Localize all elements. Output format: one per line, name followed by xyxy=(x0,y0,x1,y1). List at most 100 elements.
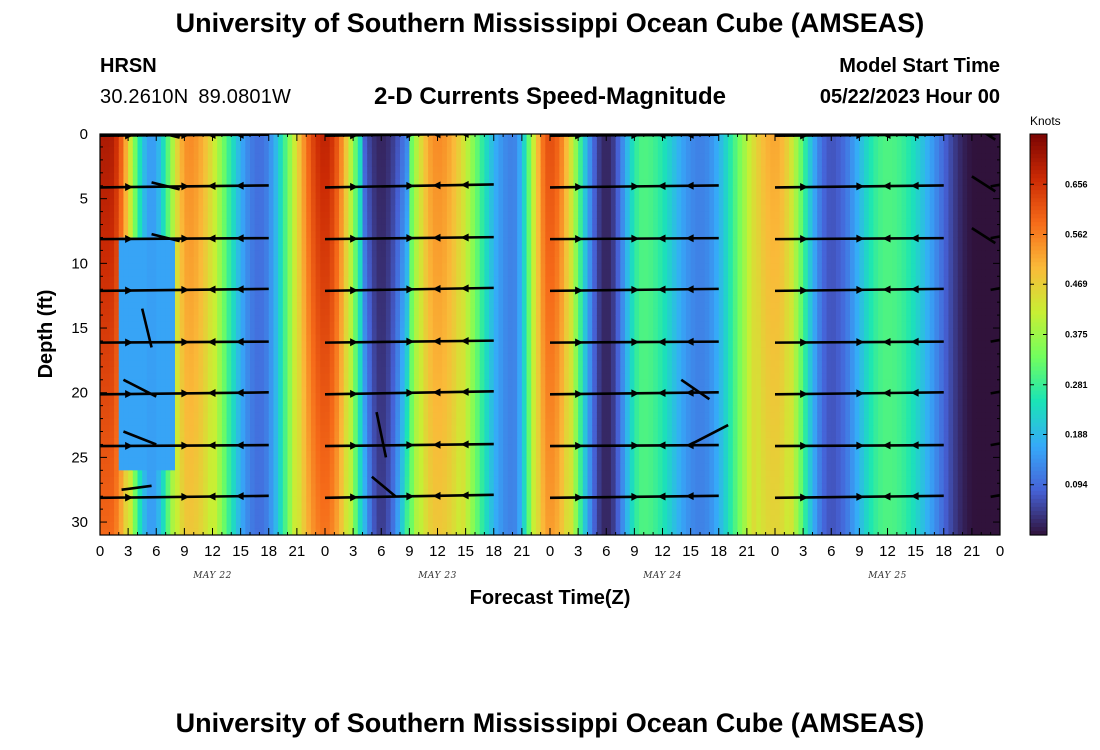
heatmap-cell xyxy=(137,470,143,478)
heatmap-cell xyxy=(320,437,326,446)
heatmap-cell xyxy=(245,463,251,471)
heatmap-cell xyxy=(348,153,354,161)
heatmap-cell xyxy=(339,476,345,484)
heatmap-cell xyxy=(367,282,373,290)
heatmap-cell xyxy=(259,457,265,465)
heatmap-cell xyxy=(137,405,143,413)
heatmap-cell xyxy=(151,315,157,323)
heatmap-cell xyxy=(437,192,443,200)
heatmap-cell xyxy=(268,522,275,530)
heatmap-cell xyxy=(390,509,396,517)
heatmap-cell xyxy=(376,386,382,394)
heatmap-cell xyxy=(437,405,443,413)
heatmap-cell xyxy=(235,308,242,316)
heatmap-cell xyxy=(339,450,345,458)
heatmap-cell xyxy=(329,224,335,232)
heatmap-cell xyxy=(339,146,345,155)
heatmap-cell xyxy=(128,399,134,407)
heatmap-cell xyxy=(118,256,125,264)
heatmap-cell xyxy=(395,470,401,478)
heatmap-cell xyxy=(357,476,364,484)
heatmap-cell xyxy=(357,159,364,167)
heatmap-cell xyxy=(432,321,439,329)
heatmap-cell xyxy=(310,192,317,200)
heatmap-cell xyxy=(456,502,462,510)
heatmap-cell xyxy=(470,134,476,142)
heatmap-cell xyxy=(292,172,298,180)
heatmap-cell xyxy=(371,470,378,478)
heatmap-cell xyxy=(409,347,415,355)
heatmap-cell xyxy=(245,509,251,517)
heatmap-cell xyxy=(250,373,256,381)
heatmap-cell xyxy=(165,437,171,446)
heatmap-cell xyxy=(198,256,204,264)
heatmap-cell xyxy=(151,515,157,523)
station-id: HRSN xyxy=(100,55,157,77)
heatmap-cell xyxy=(250,224,256,232)
heatmap-cell xyxy=(273,463,279,471)
heatmap-cell xyxy=(339,412,345,420)
heatmap-cell xyxy=(282,379,289,387)
heatmap-cell xyxy=(142,276,148,284)
heatmap-cell xyxy=(273,243,279,252)
heatmap-cell xyxy=(451,483,457,491)
heatmap-cell xyxy=(100,166,106,174)
heatmap-cell xyxy=(165,302,171,310)
heatmap-cell xyxy=(123,256,129,264)
heatmap-cell xyxy=(460,153,467,161)
heatmap-cell xyxy=(123,308,129,316)
heatmap-cell xyxy=(207,179,214,187)
heatmap-cell xyxy=(470,489,476,497)
heatmap-cell xyxy=(109,315,115,323)
heatmap-cell xyxy=(395,224,401,232)
heatmap-cell xyxy=(132,340,139,349)
heatmap-cell xyxy=(446,360,453,368)
heatmap-cell xyxy=(343,153,350,161)
heatmap-cell xyxy=(278,237,284,245)
heatmap-cell xyxy=(418,302,425,310)
heatmap-cell xyxy=(432,418,439,426)
heatmap-cell xyxy=(357,489,364,497)
heatmap-cell xyxy=(160,159,167,167)
heatmap-cell xyxy=(207,185,214,193)
heatmap-cell xyxy=(414,463,420,471)
heatmap-cell xyxy=(437,373,443,381)
heatmap-cell xyxy=(151,243,157,252)
heatmap-cell xyxy=(432,444,439,452)
heatmap-cell xyxy=(385,289,392,297)
heatmap-cell xyxy=(362,483,368,491)
heatmap-cell xyxy=(231,489,237,497)
heatmap-cell xyxy=(240,528,246,535)
heatmap-cell xyxy=(404,243,410,252)
heatmap-cell xyxy=(423,412,429,420)
heatmap-cell xyxy=(198,483,204,491)
heatmap-cell xyxy=(264,437,270,446)
heatmap-cell xyxy=(245,347,251,355)
heatmap-cell xyxy=(146,295,153,303)
heatmap-cell xyxy=(132,392,139,400)
heatmap-cell xyxy=(339,289,345,297)
heatmap-cell xyxy=(250,522,256,530)
heatmap-cell xyxy=(442,502,448,510)
heatmap-cell xyxy=(310,360,317,368)
heatmap-cell xyxy=(259,450,265,458)
heatmap-cell xyxy=(475,282,481,290)
heatmap-cell xyxy=(203,159,209,167)
heatmap-cell xyxy=(235,218,242,226)
heatmap-cell xyxy=(446,502,453,510)
heatmap-cell xyxy=(442,289,448,297)
heatmap-cell xyxy=(165,509,171,517)
heatmap-cell xyxy=(470,140,476,148)
heatmap-cell xyxy=(437,353,443,361)
heatmap-cell xyxy=(160,140,167,148)
heatmap-cell xyxy=(348,282,354,290)
heatmap-cell xyxy=(451,502,457,510)
heatmap-cell xyxy=(104,463,110,471)
heatmap-cell xyxy=(189,334,195,342)
heatmap-cell xyxy=(418,353,425,361)
heatmap-cell xyxy=(343,522,350,530)
heatmap-cell xyxy=(418,282,425,290)
heatmap-cell xyxy=(179,379,185,387)
heatmap-cell xyxy=(400,211,406,219)
heatmap-cell xyxy=(100,282,106,290)
